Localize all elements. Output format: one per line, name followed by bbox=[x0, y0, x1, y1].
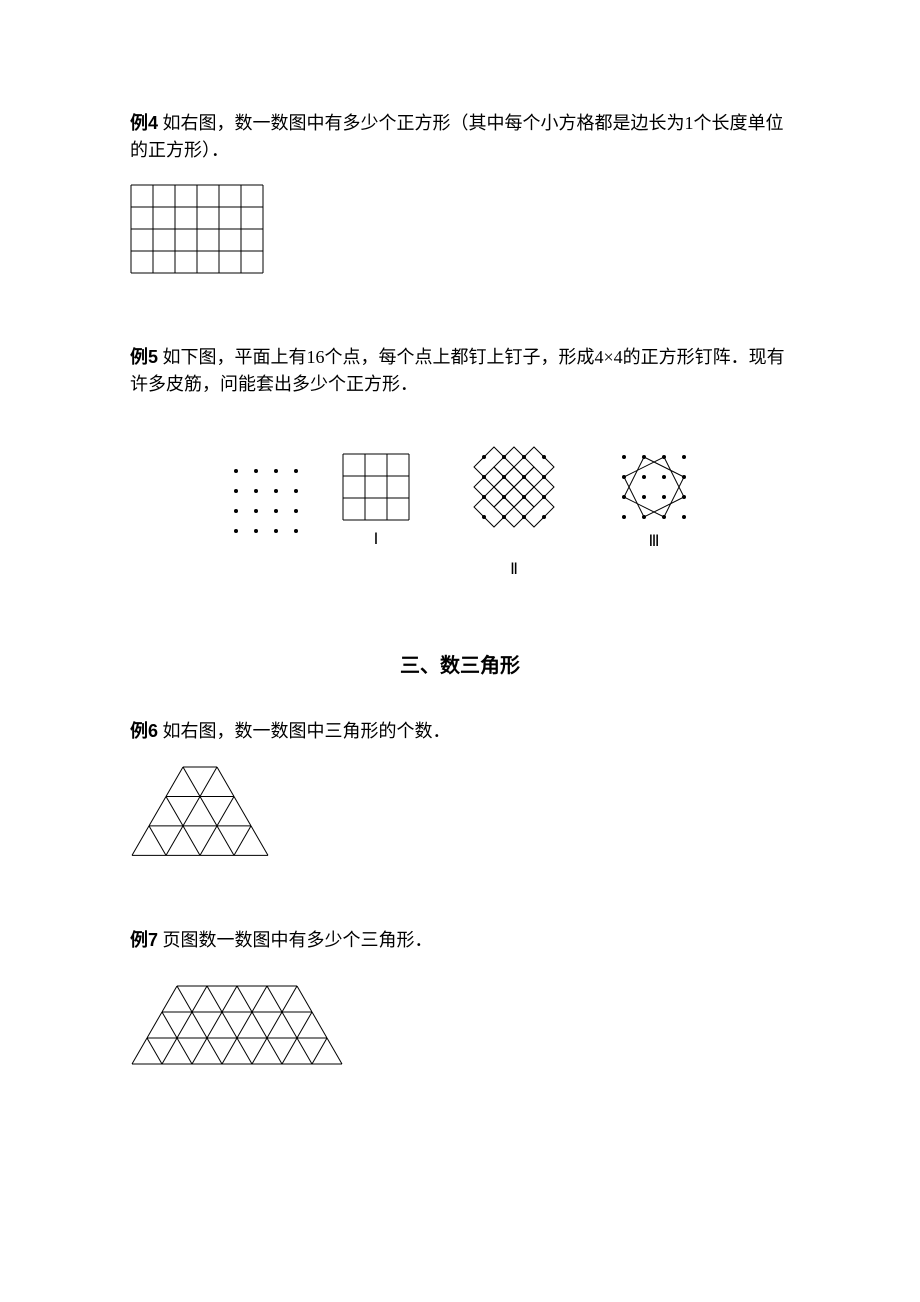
problem-5-body: 如下图，平面上有16个点，每个点上都钉上钉子，形成4×4的正方形钉阵．现有许多皮… bbox=[130, 347, 785, 394]
rotated-squares-icon bbox=[450, 423, 578, 551]
grid-6x4-icon bbox=[130, 184, 264, 274]
tilted-square-icon bbox=[618, 451, 690, 523]
problem-7: 例7 页图数一数图中有多少个三角形． bbox=[130, 927, 790, 1066]
section-3-title: 三、数三角形 bbox=[130, 649, 790, 678]
problem-4-text: 例4 如右图，数一数图中有多少个正方形（其中每个小方格都是边长为1个长度单位的正… bbox=[130, 110, 790, 164]
label-III: Ⅲ bbox=[648, 531, 659, 551]
problem-6: 例6 如右图，数一数图中三角形的个数． bbox=[130, 718, 790, 857]
fig-III: Ⅲ bbox=[618, 451, 690, 551]
problem-4-body: 如右图，数一数图中有多少个正方形（其中每个小方格都是边长为1个长度单位的正方形）… bbox=[130, 113, 784, 160]
problem-5-text: 例5 如下图，平面上有16个点，每个点上都钉上钉子，形成4×4的正方形钉阵．现有… bbox=[130, 344, 790, 398]
problem-6-body: 如右图，数一数图中三角形的个数． bbox=[158, 721, 451, 741]
fig-dots bbox=[230, 465, 302, 537]
fig-II: Ⅱ bbox=[450, 423, 578, 579]
label-I: Ⅰ bbox=[374, 529, 379, 549]
problem-5: 例5 如下图，平面上有16个点，每个点上都钉上钉子，形成4×4的正方形钉阵．现有… bbox=[130, 344, 790, 579]
problem-7-label: 例7 bbox=[130, 930, 158, 950]
problem-7-body: 页图数一数图中有多少个三角形． bbox=[158, 930, 433, 950]
dot-array-icon bbox=[230, 465, 302, 537]
problem-5-figures: Ⅰ Ⅱ Ⅲ bbox=[130, 423, 790, 579]
problem-4-figure bbox=[130, 184, 790, 274]
problem-4: 例4 如右图，数一数图中有多少个正方形（其中每个小方格都是边长为1个长度单位的正… bbox=[130, 110, 790, 274]
fig-I: Ⅰ bbox=[342, 453, 410, 549]
problem-6-text: 例6 如右图，数一数图中三角形的个数． bbox=[130, 718, 790, 745]
problem-6-label: 例6 bbox=[130, 721, 158, 741]
problem-6-figure bbox=[130, 765, 790, 857]
triangle-grid-icon bbox=[130, 765, 270, 857]
grid-3x3-icon bbox=[342, 453, 410, 521]
problem-5-label: 例5 bbox=[130, 347, 158, 367]
label-II: Ⅱ bbox=[510, 559, 518, 579]
problem-4-label: 例4 bbox=[130, 113, 158, 133]
problem-7-text: 例7 页图数一数图中有多少个三角形． bbox=[130, 927, 790, 954]
problem-7-figure bbox=[130, 984, 790, 1066]
trapezoid-triangle-grid-icon bbox=[130, 984, 344, 1066]
